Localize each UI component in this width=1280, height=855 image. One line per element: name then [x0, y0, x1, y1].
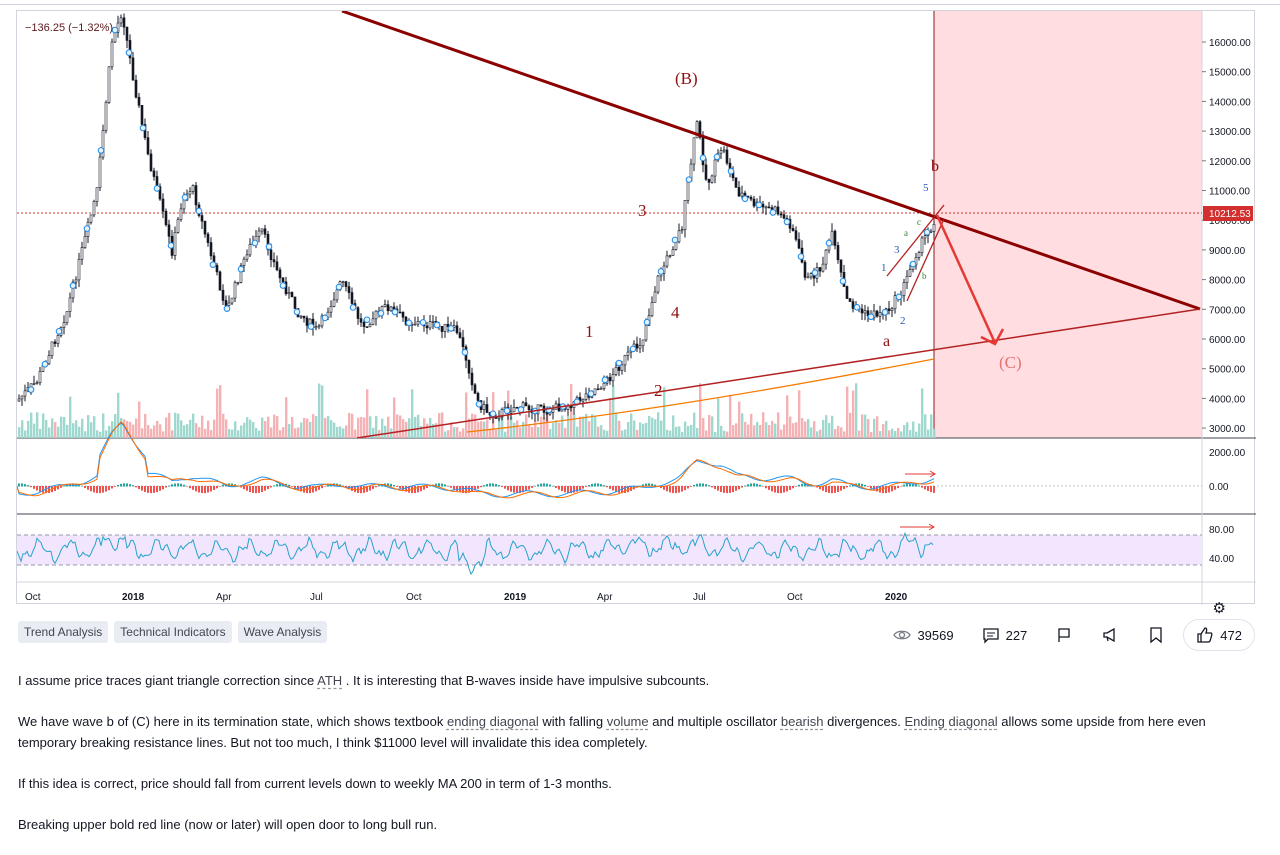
term-link[interactable]: bearish	[780, 714, 824, 729]
price-tick-label: 6000.00	[1209, 335, 1246, 346]
wave-label-1: 1	[585, 322, 594, 341]
volume-bars	[18, 383, 936, 438]
price-axis: 16000.00 15000.00 14000.00 13000.00 12000.00…	[1202, 38, 1251, 565]
chart-settings-icon[interactable]: ⚙	[1212, 600, 1226, 617]
flag-icon	[1058, 628, 1070, 642]
price-tick-label: 13000.00	[1209, 127, 1251, 138]
wave-label-4: 4	[671, 303, 680, 322]
price-tick-label: 8000.00	[1209, 276, 1246, 287]
price-tick-label: 5000.00	[1209, 365, 1246, 376]
time-tick-label: Apr	[216, 592, 232, 603]
time-tick-label: 2018	[122, 592, 145, 603]
rsi-band	[17, 535, 1202, 565]
price-tick-label: 12000.00	[1209, 157, 1251, 168]
projection-zone	[934, 11, 1202, 438]
page-top-border	[0, 0, 1280, 5]
tag-wave-analysis[interactable]: Wave Analysis	[237, 621, 328, 643]
subwave-label-c: c	[917, 217, 921, 227]
time-tick-label: Apr	[597, 592, 613, 603]
term-link[interactable]: Ending diagonal	[904, 714, 998, 729]
likes-value: 472	[1220, 627, 1242, 643]
diagonal-upper	[886, 204, 945, 277]
time-tick-label: Oct	[787, 592, 803, 603]
price-candles	[17, 13, 936, 424]
idea-tags: Trend Analysis Technical Indicators Wave…	[18, 621, 328, 643]
thumbs-up-icon	[1197, 627, 1213, 643]
ma200-line	[466, 358, 935, 433]
macd-indicator	[17, 421, 935, 499]
time-tick-label: Oct	[406, 592, 422, 603]
rsi-tick-label: 40.00	[1209, 554, 1234, 565]
subwave-label-2: 2	[900, 315, 906, 327]
price-change-label: −136.25 (−1.32%)	[25, 22, 113, 34]
time-tick-label: 2020	[885, 592, 908, 603]
rsi-divergence-arrow	[900, 523, 935, 531]
description-paragraph: I assume price traces giant triangle cor…	[18, 673, 710, 688]
tag-technical-indicators[interactable]: Technical Indicators	[114, 621, 232, 643]
wave-label-C: (C)	[999, 353, 1022, 372]
upper-trendline	[341, 11, 1201, 311]
term-link[interactable]: ATH	[317, 673, 343, 688]
comments-button[interactable]: 227	[968, 620, 1042, 650]
wave-label-b: b	[931, 158, 939, 175]
rsi-indicator	[17, 531, 934, 576]
comments-value: 227	[1005, 627, 1028, 643]
time-tick-label: 2019	[504, 592, 527, 603]
projection-arrow	[935, 214, 997, 344]
report-button[interactable]	[1041, 620, 1087, 650]
time-tick-label: Jul	[310, 592, 323, 603]
like-button[interactable]: 472	[1183, 619, 1255, 651]
time-tick-label: Oct	[25, 592, 41, 603]
last-price-tag	[1203, 206, 1253, 221]
wave-label-2: 2	[654, 381, 663, 400]
term-link[interactable]: volume	[606, 714, 649, 729]
price-tick-label: 16000.00	[1209, 38, 1251, 49]
subwave-label-a: a	[904, 228, 908, 238]
price-tick-label: 10000.00	[1209, 216, 1251, 227]
lower-trendline	[356, 308, 1201, 439]
price-tick-label: 7000.00	[1209, 305, 1246, 316]
subwave-label-b: b	[922, 271, 927, 281]
price-tick-label: 15000.00	[1209, 68, 1251, 79]
chart-panel[interactable]: (B) (C) 1 2 3 4 a b 1 2 3 5 a b c −136.2…	[16, 10, 1256, 617]
comment-icon	[982, 628, 999, 644]
description-paragraph: If this idea is correct, price should fa…	[18, 776, 612, 791]
price-tick-label: 9000.00	[1209, 246, 1246, 257]
diagonal-lower	[906, 218, 945, 302]
price-tick-label: 11000.00	[1209, 187, 1250, 198]
bookmark-button[interactable]	[1133, 620, 1179, 650]
wave-label-3: 3	[638, 201, 647, 220]
share-button[interactable]	[1087, 620, 1133, 650]
last-price-value: 10212.53	[1209, 209, 1251, 220]
macd-divergence-arrow	[905, 470, 936, 478]
megaphone-icon	[1103, 627, 1115, 643]
subwave-label-5: 5	[923, 182, 929, 194]
wave-label-B: (B)	[675, 69, 698, 88]
description-paragraph: Breaking upper bold red line (now or lat…	[18, 817, 438, 832]
macd-tick-label: 2000.00	[1209, 448, 1246, 459]
time-axis: Oct 2018 Apr Jul Oct 2019 Apr Jul Oct 2020	[25, 592, 908, 603]
idea-description: I assume price traces giant triangle cor…	[18, 670, 1248, 855]
macd-tick-label: 0.00	[1209, 482, 1229, 493]
price-tick-label: 4000.00	[1209, 394, 1246, 405]
wave-label-a: a	[883, 333, 890, 350]
description-paragraph: We have wave b of (C) here in its termin…	[18, 714, 1206, 750]
views-count: 39569	[879, 620, 967, 650]
subwave-label-1: 1	[881, 262, 887, 274]
eye-icon	[893, 630, 912, 640]
rsi-tick-label: 80.00	[1209, 525, 1234, 536]
price-tick-label: 14000.00	[1209, 97, 1251, 108]
idea-stats: 39569 227 472	[879, 619, 1255, 651]
bookmark-icon	[1150, 627, 1162, 644]
tag-trend-analysis[interactable]: Trend Analysis	[18, 621, 109, 643]
time-tick-label: Jul	[693, 592, 706, 603]
price-chart[interactable]: (B) (C) 1 2 3 4 a b 1 2 3 5 a b c −136.2…	[17, 11, 1256, 605]
term-link[interactable]: ending diagonal	[446, 714, 539, 729]
price-tick-label: 3000.00	[1209, 424, 1246, 435]
subwave-label-3: 3	[894, 244, 900, 256]
views-value: 39569	[917, 627, 954, 643]
